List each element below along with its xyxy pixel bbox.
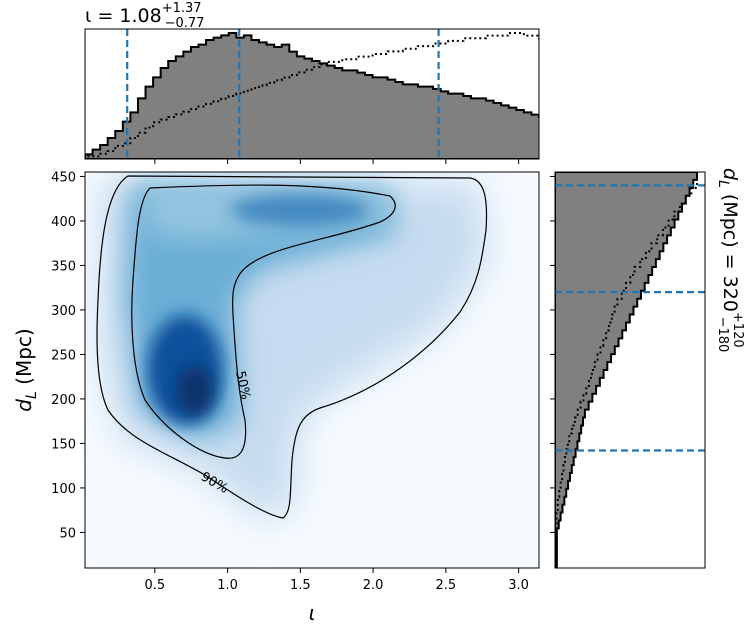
y-tick-label-4: 250 xyxy=(51,348,76,363)
y-axis-label: dL (Mpc) xyxy=(12,328,40,411)
distance-title-subL: L xyxy=(715,180,731,188)
contour-label-50: 50% xyxy=(232,370,253,401)
x-tick-label-2: 1.5 xyxy=(290,578,311,593)
iota-title-sup: +1.37 xyxy=(162,1,202,16)
contour-90 xyxy=(96,175,488,519)
distance-title-sub: −180 xyxy=(715,317,730,353)
main-y-ticks: 50 100 150 200 250 300 350 400 450 xyxy=(51,170,85,541)
right-y-ticks xyxy=(550,175,555,533)
contour-label-50-text: 50% xyxy=(232,370,253,401)
y-tick-label-5: 300 xyxy=(51,304,76,319)
right-frame xyxy=(554,171,706,569)
x-tick-label-3: 2.0 xyxy=(363,578,384,593)
y-tick-label-2: 150 xyxy=(51,437,76,452)
y-axis-label-sub: L xyxy=(24,391,40,399)
density-top-blob xyxy=(230,194,370,226)
iota-histogram-panel: ι = 1.08+1.37 −0.77 xyxy=(84,1,540,164)
density-heatmap xyxy=(100,180,490,520)
distance-quantile-lines xyxy=(555,184,705,452)
y-tick-label-8: 450 xyxy=(51,170,76,185)
x-tick-label-4: 2.5 xyxy=(436,578,457,593)
top-x-ticks xyxy=(154,159,520,164)
main-frame xyxy=(84,171,540,569)
x-axis-label: ι xyxy=(309,601,316,625)
distance-title-sup: +120 xyxy=(730,312,745,348)
y-tick-label-7: 400 xyxy=(51,215,76,230)
iota-title-main: ι = 1.08 xyxy=(85,5,162,27)
x-tick-label-0: 0.5 xyxy=(145,578,166,593)
distance-title-d: d xyxy=(719,168,741,181)
distance-title: dL (Mpc) = 320+120−180 xyxy=(715,168,745,352)
y-axis-label-rest: (Mpc) xyxy=(12,328,36,391)
distance-title-main: (Mpc) = 320 xyxy=(719,188,741,312)
y-tick-label-3: 200 xyxy=(51,393,76,408)
y-tick-label-1: 100 xyxy=(51,482,76,497)
density-peak-center xyxy=(177,365,213,415)
main-x-ticks: 0.5 1.0 1.5 2.0 2.5 3.0 xyxy=(145,568,529,593)
distance-histogram-panel: dL (Mpc) = 320+120−180 xyxy=(550,168,745,569)
iota-posterior-histogram xyxy=(85,32,539,159)
y-tick-label-0: 50 xyxy=(59,526,76,541)
y-axis-label-d: d xyxy=(12,399,36,412)
contour-50 xyxy=(131,184,396,459)
top-frame xyxy=(84,28,540,160)
distance-posterior-histogram xyxy=(555,172,698,568)
y-tick-label-6: 350 xyxy=(51,259,76,274)
iota-title: ι = 1.08+1.37 −0.77 xyxy=(85,1,204,31)
joint-density-panel: 50% 90% 0.5 1.0 1.5 2.0 2.5 3.0 5010015020025… xyxy=(12,170,540,625)
x-tick-label-5: 3.0 xyxy=(508,578,529,593)
x-tick-label-1: 1.0 xyxy=(217,578,238,593)
iota-title-sub: −0.77 xyxy=(165,16,205,31)
